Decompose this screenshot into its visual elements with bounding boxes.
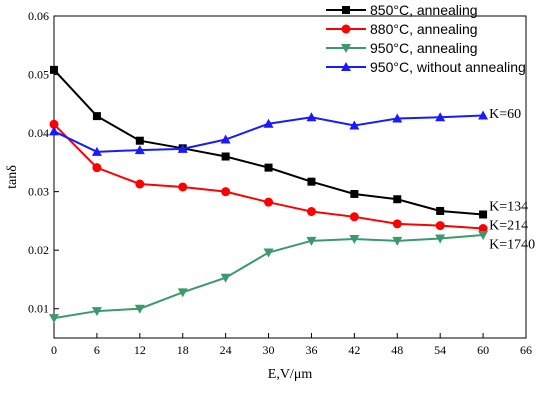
k-annotation: K=60 <box>489 107 521 122</box>
data-point <box>134 145 145 155</box>
y-tick-label: 0.05 <box>28 68 49 82</box>
legend: 850°C, annealing 880°C, annealing 950°C, a… <box>326 2 526 75</box>
y-tick-label: 0.02 <box>28 243 49 257</box>
series-line <box>53 69 484 216</box>
data-point <box>263 248 274 258</box>
legend-item: 850°C, annealing <box>326 2 478 18</box>
data-point <box>135 136 144 145</box>
data-point <box>220 134 231 144</box>
y-tick-label: 0.03 <box>28 185 49 199</box>
data-point <box>436 206 445 215</box>
legend-item: 950°C, without annealing <box>326 59 526 75</box>
data-point <box>91 307 102 317</box>
series-2 <box>49 119 488 234</box>
data-point <box>91 146 102 156</box>
data-point <box>341 62 351 71</box>
data-point <box>435 112 446 122</box>
legend-label: 950°C, without annealing <box>370 59 526 75</box>
data-point <box>264 163 273 172</box>
y-tick-label: 0.01 <box>28 302 49 316</box>
y-axis-label: tanδ <box>5 165 20 189</box>
data-point <box>50 65 58 74</box>
data-point <box>178 182 188 192</box>
data-point <box>350 189 359 198</box>
data-point <box>49 126 59 136</box>
series-layer <box>49 65 489 324</box>
legend-label: 850°C, annealing <box>370 2 478 18</box>
data-point <box>177 143 188 153</box>
data-point <box>349 212 359 222</box>
series-1 <box>50 65 488 219</box>
series-3 <box>49 230 489 324</box>
x-tick-label: 66 <box>520 343 532 357</box>
x-tick-label: 30 <box>263 343 275 357</box>
data-point <box>92 163 102 173</box>
data-point <box>435 221 445 231</box>
data-point <box>306 207 316 217</box>
k-annotation: K=134 <box>489 200 528 215</box>
data-point <box>392 113 403 123</box>
data-point <box>92 112 101 121</box>
data-point <box>134 304 145 314</box>
data-point <box>478 224 488 234</box>
x-tick-label: 54 <box>434 343 446 357</box>
data-point <box>435 234 446 244</box>
legend-label: 950°C, annealing <box>370 40 478 56</box>
data-point <box>342 6 350 14</box>
x-tick-label: 6 <box>94 343 100 357</box>
x-tick-label: 48 <box>391 343 403 357</box>
x-tick-label: 12 <box>134 343 146 357</box>
data-point <box>393 195 402 204</box>
data-point <box>263 118 274 128</box>
data-point <box>349 120 360 130</box>
data-point <box>264 197 274 207</box>
data-point <box>479 210 488 219</box>
data-point <box>221 187 231 197</box>
data-point <box>135 179 145 189</box>
data-point <box>307 177 316 186</box>
data-point <box>341 44 351 53</box>
data-point <box>341 24 351 34</box>
x-tick-label: 18 <box>177 343 189 357</box>
data-point <box>392 236 403 246</box>
data-point <box>306 236 317 246</box>
data-point <box>306 112 317 122</box>
k-annotation: K=214 <box>489 218 528 233</box>
x-tick-label: 24 <box>220 343 232 357</box>
x-tick-label: 42 <box>348 343 360 357</box>
data-point <box>392 219 402 229</box>
x-tick-label: 36 <box>305 343 317 357</box>
data-point <box>478 230 489 240</box>
axes-layer: 0 6 12 18 24 30 36 42 48 54 60 66 0.01 0.02 0.03 0.04 0.… <box>28 9 532 357</box>
series-4 <box>49 110 489 156</box>
series-line <box>53 123 484 230</box>
legend-item: 950°C, annealing <box>326 40 478 56</box>
series-line <box>53 233 484 320</box>
y-tick-label: 0.04 <box>28 126 49 140</box>
data-point <box>177 288 188 298</box>
annotation-layer: K=60 K=134 K=214 K=1740 <box>489 107 535 253</box>
x-tick-label: 60 <box>477 343 489 357</box>
legend-item: 880°C, annealing <box>326 21 478 37</box>
data-point <box>49 314 59 324</box>
k-annotation: K=1740 <box>489 238 535 253</box>
legend-label: 880°C, annealing <box>370 21 478 37</box>
data-point <box>49 119 59 129</box>
plot-frame <box>53 15 527 339</box>
x-axis-label: E,V/μm <box>268 367 313 382</box>
data-point <box>220 273 231 283</box>
data-point <box>349 235 360 245</box>
data-point <box>478 110 489 120</box>
x-tick-label: 0 <box>51 343 57 357</box>
y-tick-label: 0.06 <box>28 9 49 23</box>
data-point <box>221 152 230 161</box>
